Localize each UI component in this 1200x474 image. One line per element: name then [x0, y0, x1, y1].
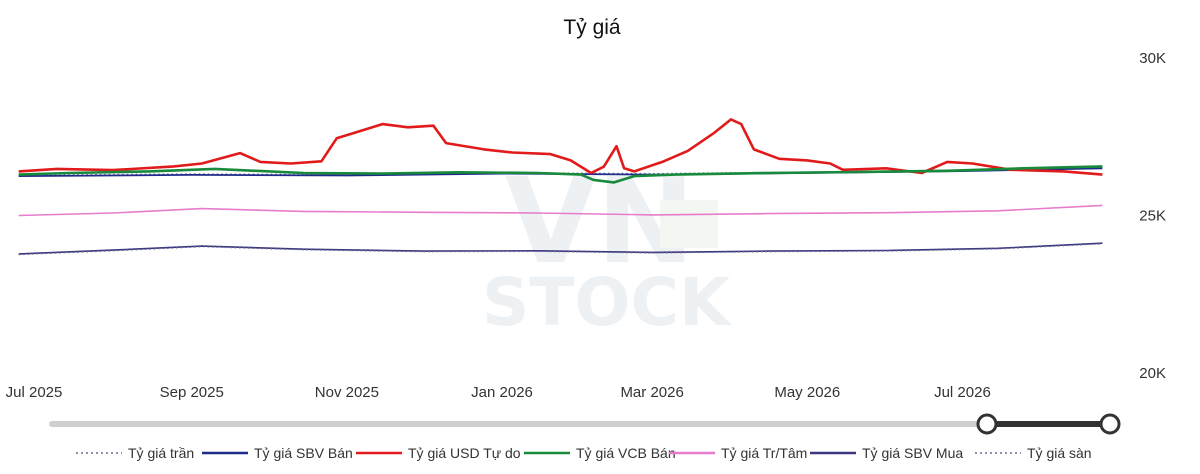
y-tick-label: 30K: [1139, 50, 1166, 67]
legend-item[interactable]: Tỷ giá SBV Bán: [202, 445, 353, 461]
x-tick-label: May 2026: [774, 384, 840, 401]
legend-item[interactable]: Tỷ giá SBV Mua: [810, 445, 963, 461]
x-tick-label: Jul 2025: [6, 384, 63, 401]
legend-item[interactable]: Tỷ giá USD Tự do: [356, 445, 521, 461]
legend-item[interactable]: Tỷ giá trần: [76, 445, 194, 461]
x-tick-label: Nov 2025: [315, 384, 379, 401]
series-line-4[interactable]: [18, 204, 1103, 217]
series-line-3[interactable]: [18, 165, 1103, 184]
legend-item[interactable]: Tỷ giá Tr/Tâm: [669, 445, 807, 461]
legend-label: Tỷ giá SBV Bán: [254, 445, 353, 461]
series-line-2[interactable]: [18, 118, 1103, 176]
range-slider[interactable]: [49, 413, 1121, 435]
chart-title: Tỷ giá: [563, 16, 621, 39]
series-line-0[interactable]: [18, 166, 1103, 176]
slider-handle-end[interactable]: [1099, 413, 1121, 435]
series-line-6[interactable]: [18, 243, 1103, 256]
legend-label: Tỷ giá VCB Bán: [576, 445, 676, 461]
legend-label: Tỷ giá SBV Mua: [862, 445, 963, 461]
legend-label: Tỷ giá Tr/Tâm: [721, 445, 807, 461]
legend-item[interactable]: Tỷ giá sàn: [975, 445, 1092, 461]
y-tick-label: 25K: [1139, 208, 1166, 225]
x-tick-label: Jul 2026: [934, 384, 991, 401]
legend-item[interactable]: Tỷ giá VCB Bán: [524, 445, 676, 461]
x-tick-label: Sep 2025: [160, 384, 224, 401]
slider-handle-start[interactable]: [976, 413, 998, 435]
svg-text:STOCK: STOCK: [482, 264, 733, 341]
legend-label: Tỷ giá USD Tự do: [408, 445, 521, 461]
y-tick-label: 20K: [1139, 365, 1166, 382]
series-layer: [18, 118, 1103, 256]
legend-label: Tỷ giá sàn: [1027, 445, 1092, 461]
y-axis: 30K 25K 20K: [1139, 50, 1166, 382]
legend-label: Tỷ giá trần: [128, 445, 194, 461]
x-tick-label: Jan 2026: [471, 384, 533, 401]
x-axis: Jul 2025 Sep 2025 Nov 2025 Jan 2026 Mar 2026…: [6, 384, 991, 401]
legend: Tỷ giá trần Tỷ giá SBV Bán Tỷ giá USD Tự d…: [76, 445, 1092, 461]
x-tick-label: Mar 2026: [620, 384, 683, 401]
